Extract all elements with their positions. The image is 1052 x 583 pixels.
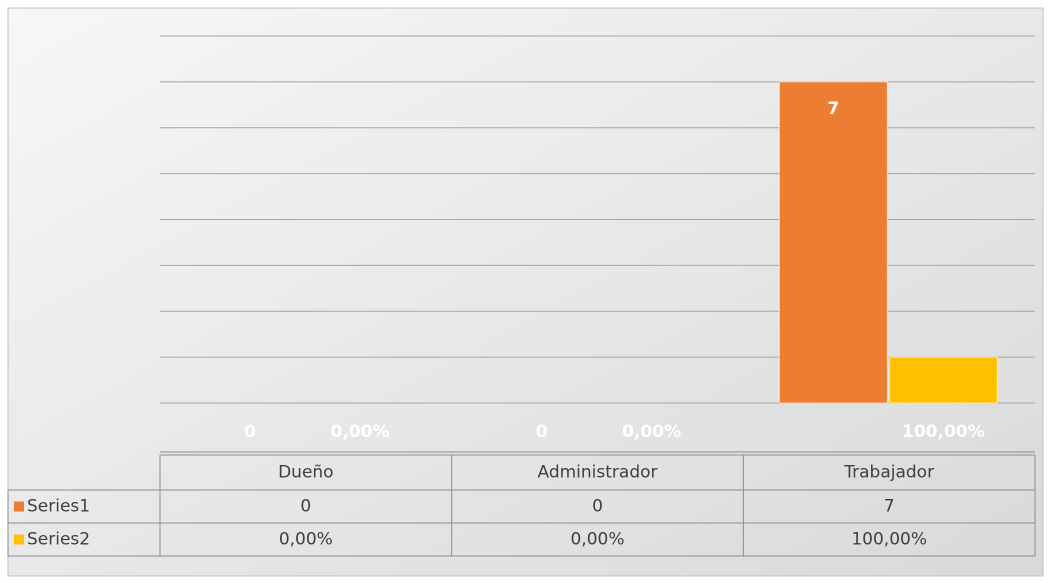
legend-key xyxy=(14,501,24,512)
bar xyxy=(778,81,888,404)
data-label: 0 xyxy=(536,422,548,442)
table-cell: 0 xyxy=(592,497,603,517)
table-header: Trabajador xyxy=(843,463,934,483)
legend-key xyxy=(14,534,24,545)
table-cell: 7 xyxy=(884,497,895,517)
table-header: Administrador xyxy=(537,463,657,483)
legend-label: Series2 xyxy=(27,530,90,550)
legend-label: Series1 xyxy=(27,497,90,517)
data-label: 0,00% xyxy=(622,422,681,442)
data-label: 100,00% xyxy=(902,422,985,442)
table-cell: 0,00% xyxy=(570,530,624,550)
table-header: Dueño xyxy=(278,463,334,483)
bar xyxy=(888,356,998,404)
table-cell: 0,00% xyxy=(279,530,333,550)
table-cell: 0 xyxy=(300,497,311,517)
table-cell: 100,00% xyxy=(851,530,927,550)
data-label: 7 xyxy=(827,99,839,119)
data-label: 0 xyxy=(244,422,256,442)
data-label: 0,00% xyxy=(331,422,390,442)
